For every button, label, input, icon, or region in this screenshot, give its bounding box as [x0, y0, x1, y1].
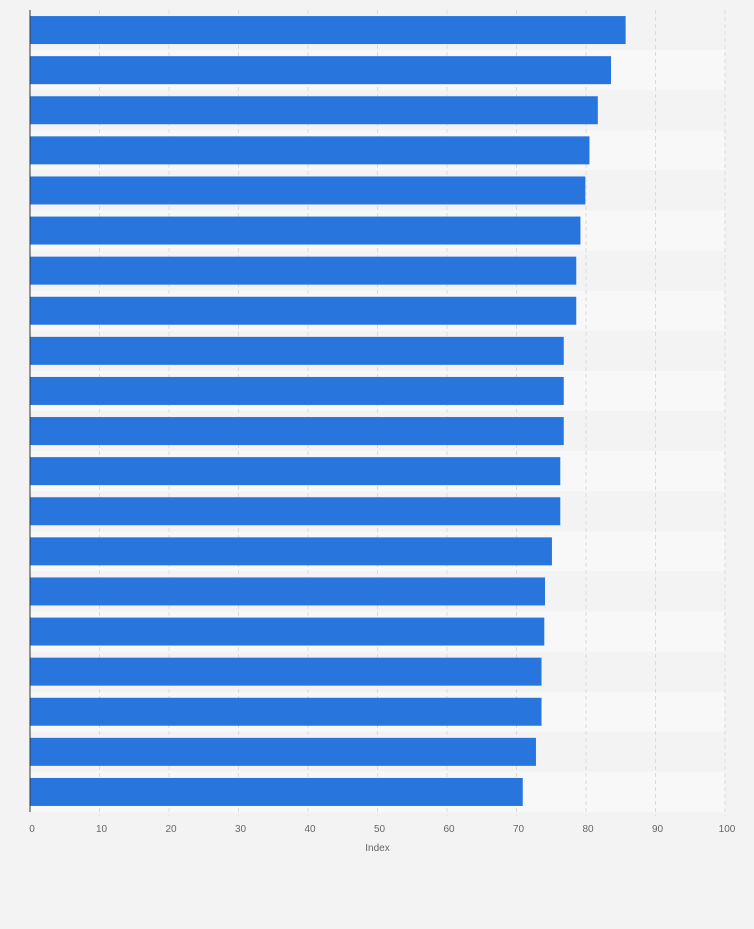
bar: [30, 296, 577, 325]
x-tick-label: 60: [443, 824, 455, 835]
bar: [30, 737, 536, 766]
bar: [30, 537, 552, 566]
bar: [30, 417, 564, 446]
x-tick-label: 40: [304, 824, 316, 835]
bar: [30, 577, 545, 606]
bar: [30, 176, 586, 205]
x-tick-label: 90: [652, 824, 664, 835]
bar: [30, 256, 577, 285]
bar: [30, 216, 581, 245]
x-axis-title: Index: [365, 843, 389, 854]
x-tick-label: 80: [582, 824, 594, 835]
bar: [30, 457, 561, 486]
bar: [30, 657, 542, 686]
bar: [30, 376, 564, 405]
bar: [30, 56, 612, 85]
bar: [30, 617, 545, 646]
bar: [30, 136, 590, 165]
bar: [30, 336, 564, 365]
x-tick-label: 50: [374, 824, 386, 835]
x-tick-label: 30: [235, 824, 247, 835]
x-tick-label: 100: [719, 824, 736, 835]
x-tick-label: 10: [96, 824, 108, 835]
bar: [30, 697, 542, 726]
x-tick-label: 20: [165, 824, 177, 835]
x-tick-label: 0: [29, 824, 35, 835]
bar: [30, 497, 561, 526]
bar: [30, 16, 626, 45]
x-tick-label: 70: [513, 824, 525, 835]
bar: [30, 96, 598, 125]
bar: [30, 777, 523, 806]
x-axis-ticks: 0 10 20 30 40 50 60 70 80 90 100: [29, 824, 736, 835]
bars: [30, 16, 626, 806]
